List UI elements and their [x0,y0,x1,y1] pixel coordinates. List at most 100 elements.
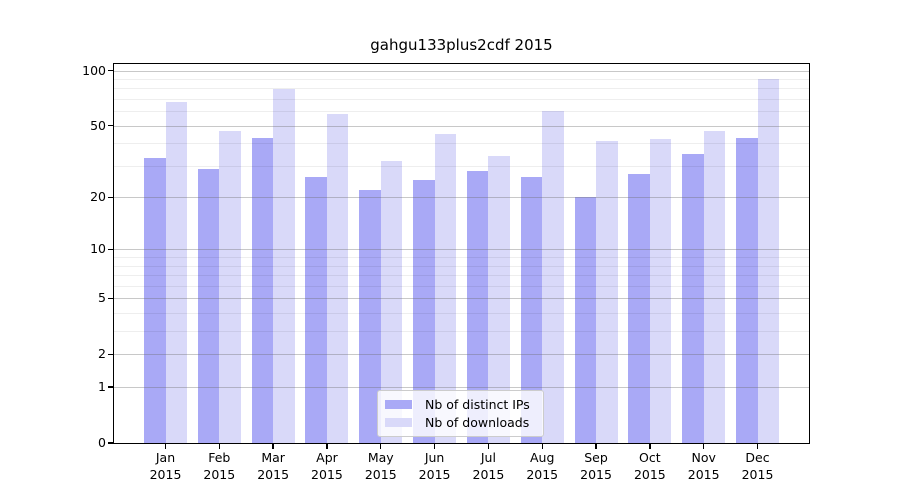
x-tick-year: 2015 [580,467,612,482]
x-axis-tick [703,444,705,449]
x-tick-month: Dec [745,450,770,465]
minor-gridline [114,275,809,277]
bar-downloads-nov [703,130,726,443]
x-tick-month: Aug [530,450,555,465]
x-tick-year: 2015 [149,467,182,482]
x-tick-label: May 2015 [349,449,413,483]
bar-distinct-ips-apr [305,177,327,443]
legend-swatch-downloads-icon [385,417,412,428]
x-tick-label: Jan 2015 [134,449,198,483]
x-tick-month: Sep [584,450,608,465]
x-axis-tick [433,444,436,449]
minor-gridline [114,78,809,80]
x-tick-year: 2015 [203,467,236,482]
major-gridline [114,125,809,127]
y-tick-label: 20 [90,189,106,205]
bar-distinct-ips-nov [682,153,704,443]
y-tick-label: 50 [90,117,106,133]
x-axis-tick [541,444,543,449]
y-axis-tick [108,69,113,72]
y-tick-label: 2 [98,346,106,362]
plot-area: 0 1 2 5 10 20 50 100 Jan 2015 Feb 2015 Mar 2015 Apr 201… [82,63,810,482]
x-tick-label: Nov 2015 [672,449,736,483]
y-axis-tick [108,248,113,251]
y-axis-tick [108,196,113,198]
minor-gridline [114,331,809,333]
legend-label-distinct-ips: Nb of distinct IPs [425,397,530,412]
x-tick-month: Jan [155,450,176,465]
bar-downloads-mar [273,89,295,443]
x-tick-month: Jun [424,450,445,465]
bar-distinct-ips-may [359,189,381,443]
bar-distinct-ips-jul [466,171,489,443]
y-tick-label: 0 [98,435,106,450]
x-tick-year: 2015 [418,467,451,482]
legend-item-downloads: Nb of downloads [385,415,536,430]
bar-distinct-ips-feb [197,168,220,443]
minor-gridline [114,265,809,267]
bar-distinct-ips-aug [520,177,543,443]
x-tick-label: Jun 2015 [403,449,467,483]
x-axis-tick [649,444,651,449]
x-tick-year: 2015 [633,467,666,482]
bar-distinct-ips-mar [251,137,274,443]
bar-downloads-jun [434,134,457,443]
bar-downloads-may [380,160,403,443]
y-axis-tick [108,353,113,355]
x-tick-year: 2015 [364,467,397,482]
x-tick-year: 2015 [257,467,290,482]
bar-downloads-dec [757,78,779,443]
major-gridline [114,298,809,300]
y-axis-tick [108,125,113,127]
legend-label-downloads: Nb of downloads [425,415,530,430]
x-axis-tick [380,444,382,449]
x-tick-year: 2015 [687,467,720,482]
x-tick-month: Jul [480,450,496,465]
legend-item-distinct-ips: Nb of distinct IPs [385,397,536,412]
y-tick-label: 5 [98,290,106,306]
x-axis-tick [326,444,328,449]
minor-gridline [114,257,809,259]
x-tick-year: 2015 [526,467,559,482]
bar-distinct-ips-sep [574,197,597,443]
x-tick-month: Feb [208,450,231,465]
minor-gridline [114,313,809,315]
x-tick-month: Nov [691,450,716,465]
y-tick-label: 1 [98,379,106,395]
major-gridline [114,70,809,72]
x-tick-label: Apr 2015 [295,449,359,483]
y-axis-tick [108,297,113,300]
bar-distinct-ips-jan [144,158,166,443]
minor-gridline [114,165,809,167]
x-tick-year: 2015 [311,467,343,482]
bar-downloads-feb [219,130,241,443]
major-gridline [114,387,809,389]
x-tick-year: 2015 [472,467,505,482]
x-tick-year: 2015 [741,467,774,482]
x-tick-label: Jul 2015 [456,449,520,483]
x-tick-month: Apr [316,450,338,465]
x-axis-tick [272,444,274,449]
legend: Nb of distinct IPs Nb of downloads [377,390,544,437]
bar-distinct-ips-jun [413,180,435,443]
y-tick-label: 100 [82,62,106,78]
bar-distinct-ips-oct [628,174,650,443]
x-tick-month: May [367,450,394,465]
bar-distinct-ips-dec [736,137,758,443]
chart-title: gahgu133plus2cdf 2015 [370,36,553,54]
legend-swatch-distinct-ips-icon [385,399,412,410]
x-tick-month: Oct [639,450,661,465]
bar-downloads-oct [649,139,672,443]
minor-gridline [114,88,809,90]
minor-gridline [114,285,809,287]
bar-downloads-jul [488,156,510,443]
y-axis-tick [108,386,113,388]
bar-downloads-sep [596,141,618,443]
bar-downloads-apr [326,113,349,443]
y-tick-label: 10 [90,241,106,257]
minor-gridline [114,143,809,145]
x-tick-label: Aug 2015 [510,449,574,483]
major-gridline [114,249,809,251]
x-axis-tick [756,444,759,449]
